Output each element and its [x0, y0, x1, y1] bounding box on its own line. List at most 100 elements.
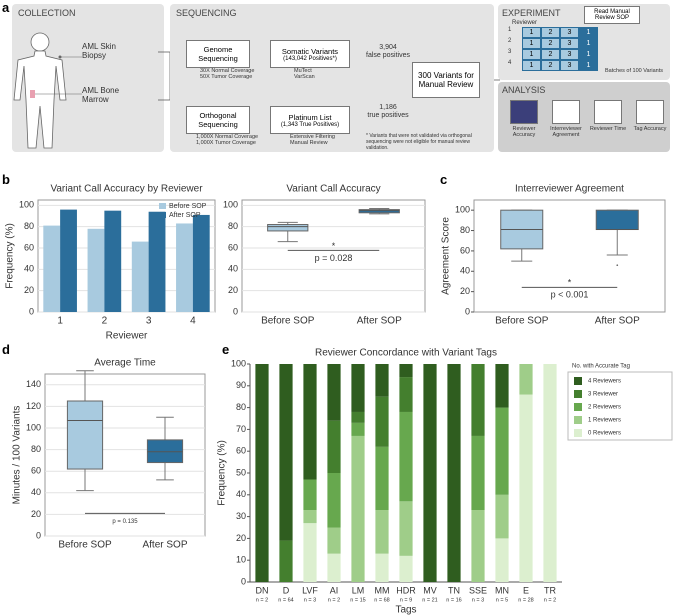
reviewer-label: 2 [508, 38, 512, 44]
y-tick-label: 20 [31, 509, 41, 519]
footnote: * Variants that were not validated via o… [366, 133, 472, 151]
bar-segment [375, 364, 389, 397]
y-tick-label: 40 [24, 264, 34, 274]
batch-cell: 1 [522, 60, 541, 71]
batch-cell: 1 [579, 60, 598, 71]
outlier [616, 264, 619, 266]
bar-segment [519, 394, 533, 582]
batch-cell: 3 [560, 38, 579, 49]
node-label: AML Bone Marrow [82, 86, 120, 105]
venn-label: 3,904 false positives [366, 44, 410, 60]
y-tick-label: 0 [241, 576, 246, 586]
x-tick-label: MN [495, 585, 509, 595]
x-tick-label: MM [375, 585, 390, 595]
x-sublabel: n = 28 [518, 597, 533, 603]
y-tick-label: 20 [460, 286, 470, 296]
chart-title: Variant Call Accuracy [286, 184, 380, 195]
bar [87, 228, 105, 312]
note: 30X Normal Coverage [200, 68, 255, 74]
node: Somatic Variants (143,042 Positives*) [270, 40, 350, 68]
box [146, 439, 184, 464]
batch-cell: 2 [541, 27, 560, 38]
bar-segment [303, 364, 317, 480]
y-axis-label: Frequency (%) [5, 223, 16, 289]
note: Extensive Filtering Manual Review [290, 134, 335, 147]
bar-segment [375, 446, 389, 511]
note: VarScan [294, 74, 315, 81]
legend-label: Before SOP [169, 203, 207, 210]
bar-segment [399, 555, 413, 582]
y-tick-label: 10 [236, 555, 246, 565]
x-sublabel: n = 64 [278, 597, 293, 603]
node: Read Manual Review SOP [584, 6, 640, 24]
y-tick-label: 140 [26, 379, 41, 389]
bar-segment [375, 510, 389, 554]
x-tick-label: E [523, 585, 529, 595]
legend-swatch [574, 416, 582, 424]
node-label: Somatic Variants [281, 46, 339, 56]
x-sublabel: n = 3 [304, 597, 316, 603]
y-axis-label: Minutes / 100 Variants [12, 406, 23, 505]
y-tick-label: 60 [31, 466, 41, 476]
legend-label: 0 Reviewers [588, 431, 621, 437]
bar-segment [255, 364, 269, 582]
y-tick-label: 80 [460, 225, 470, 235]
chart-title: Variant Call Accuracy by Reviewer [50, 184, 203, 195]
legend-label: 4 Reviewers [588, 379, 621, 385]
legend-label: After SOP [169, 212, 201, 219]
note: 1,000X Tumor Coverage [196, 140, 256, 147]
y-tick-label: 100 [19, 200, 34, 210]
y-tick-label: 40 [31, 487, 41, 497]
x-sublabel: n = 21 [422, 597, 437, 603]
x-tick-label: LM [352, 585, 365, 595]
bar-segment [495, 364, 509, 408]
panel-label: a [2, 0, 10, 15]
node-label: Read Manual Review SOP [594, 9, 630, 21]
x-tick-label: DN [256, 585, 269, 595]
bar [60, 209, 77, 312]
bar-segment [327, 527, 341, 554]
note: Manual Review [290, 140, 328, 147]
y-tick-label: 90 [236, 380, 246, 390]
icon [510, 100, 538, 124]
batch-cell: 1 [579, 27, 598, 38]
reviewer-label: 1 [508, 27, 512, 33]
batch-cell: 1 [579, 38, 598, 49]
note: Extensive Filtering [290, 134, 335, 140]
x-sublabel: n = 15 [350, 597, 365, 603]
y-tick-label: 100 [223, 200, 238, 210]
x-sublabel: n = 2 [544, 597, 556, 603]
panel-label: e [222, 342, 230, 357]
x-tick-label: TN [448, 585, 460, 595]
note: Batches of 100 Variants [605, 68, 663, 74]
p-value: p = 0.135 [112, 519, 138, 525]
p-value: p = 0.028 [315, 253, 353, 263]
bar-segment [495, 494, 509, 539]
legend-label: 3 Reviewer [588, 392, 618, 398]
x-axis-label: Tags [395, 605, 416, 616]
x-sublabel: n = 2 [256, 597, 268, 603]
item-label: Reviewer Accuracy [512, 126, 536, 139]
item-label: Interreviewer Agreement [550, 126, 582, 139]
bar-segment [303, 523, 317, 582]
legend-swatch [574, 377, 582, 385]
panel-label: d [2, 342, 10, 357]
x-tick-label: MV [423, 585, 437, 595]
x-sublabel: n = 3 [472, 597, 484, 603]
axis-label: Reviewer [512, 20, 538, 26]
x-tick-label: D [283, 585, 290, 595]
legend-swatch [159, 212, 166, 218]
x-tick-label: AI [330, 585, 339, 595]
bar-segment [423, 364, 437, 582]
node: Orthogonal Sequencing [186, 106, 250, 134]
bar-segment [351, 364, 365, 412]
y-tick-label: 50 [236, 467, 246, 477]
x-tick-label: After SOP [357, 316, 402, 327]
x-tick-label: 3 [146, 316, 152, 327]
count-label: false positives [366, 52, 410, 60]
bar-segment [399, 377, 413, 412]
note: MuTect VarScan [294, 68, 315, 81]
y-tick-label: 120 [26, 401, 41, 411]
section-title: ANALYSIS [502, 85, 546, 95]
y-tick-label: 40 [236, 489, 246, 499]
